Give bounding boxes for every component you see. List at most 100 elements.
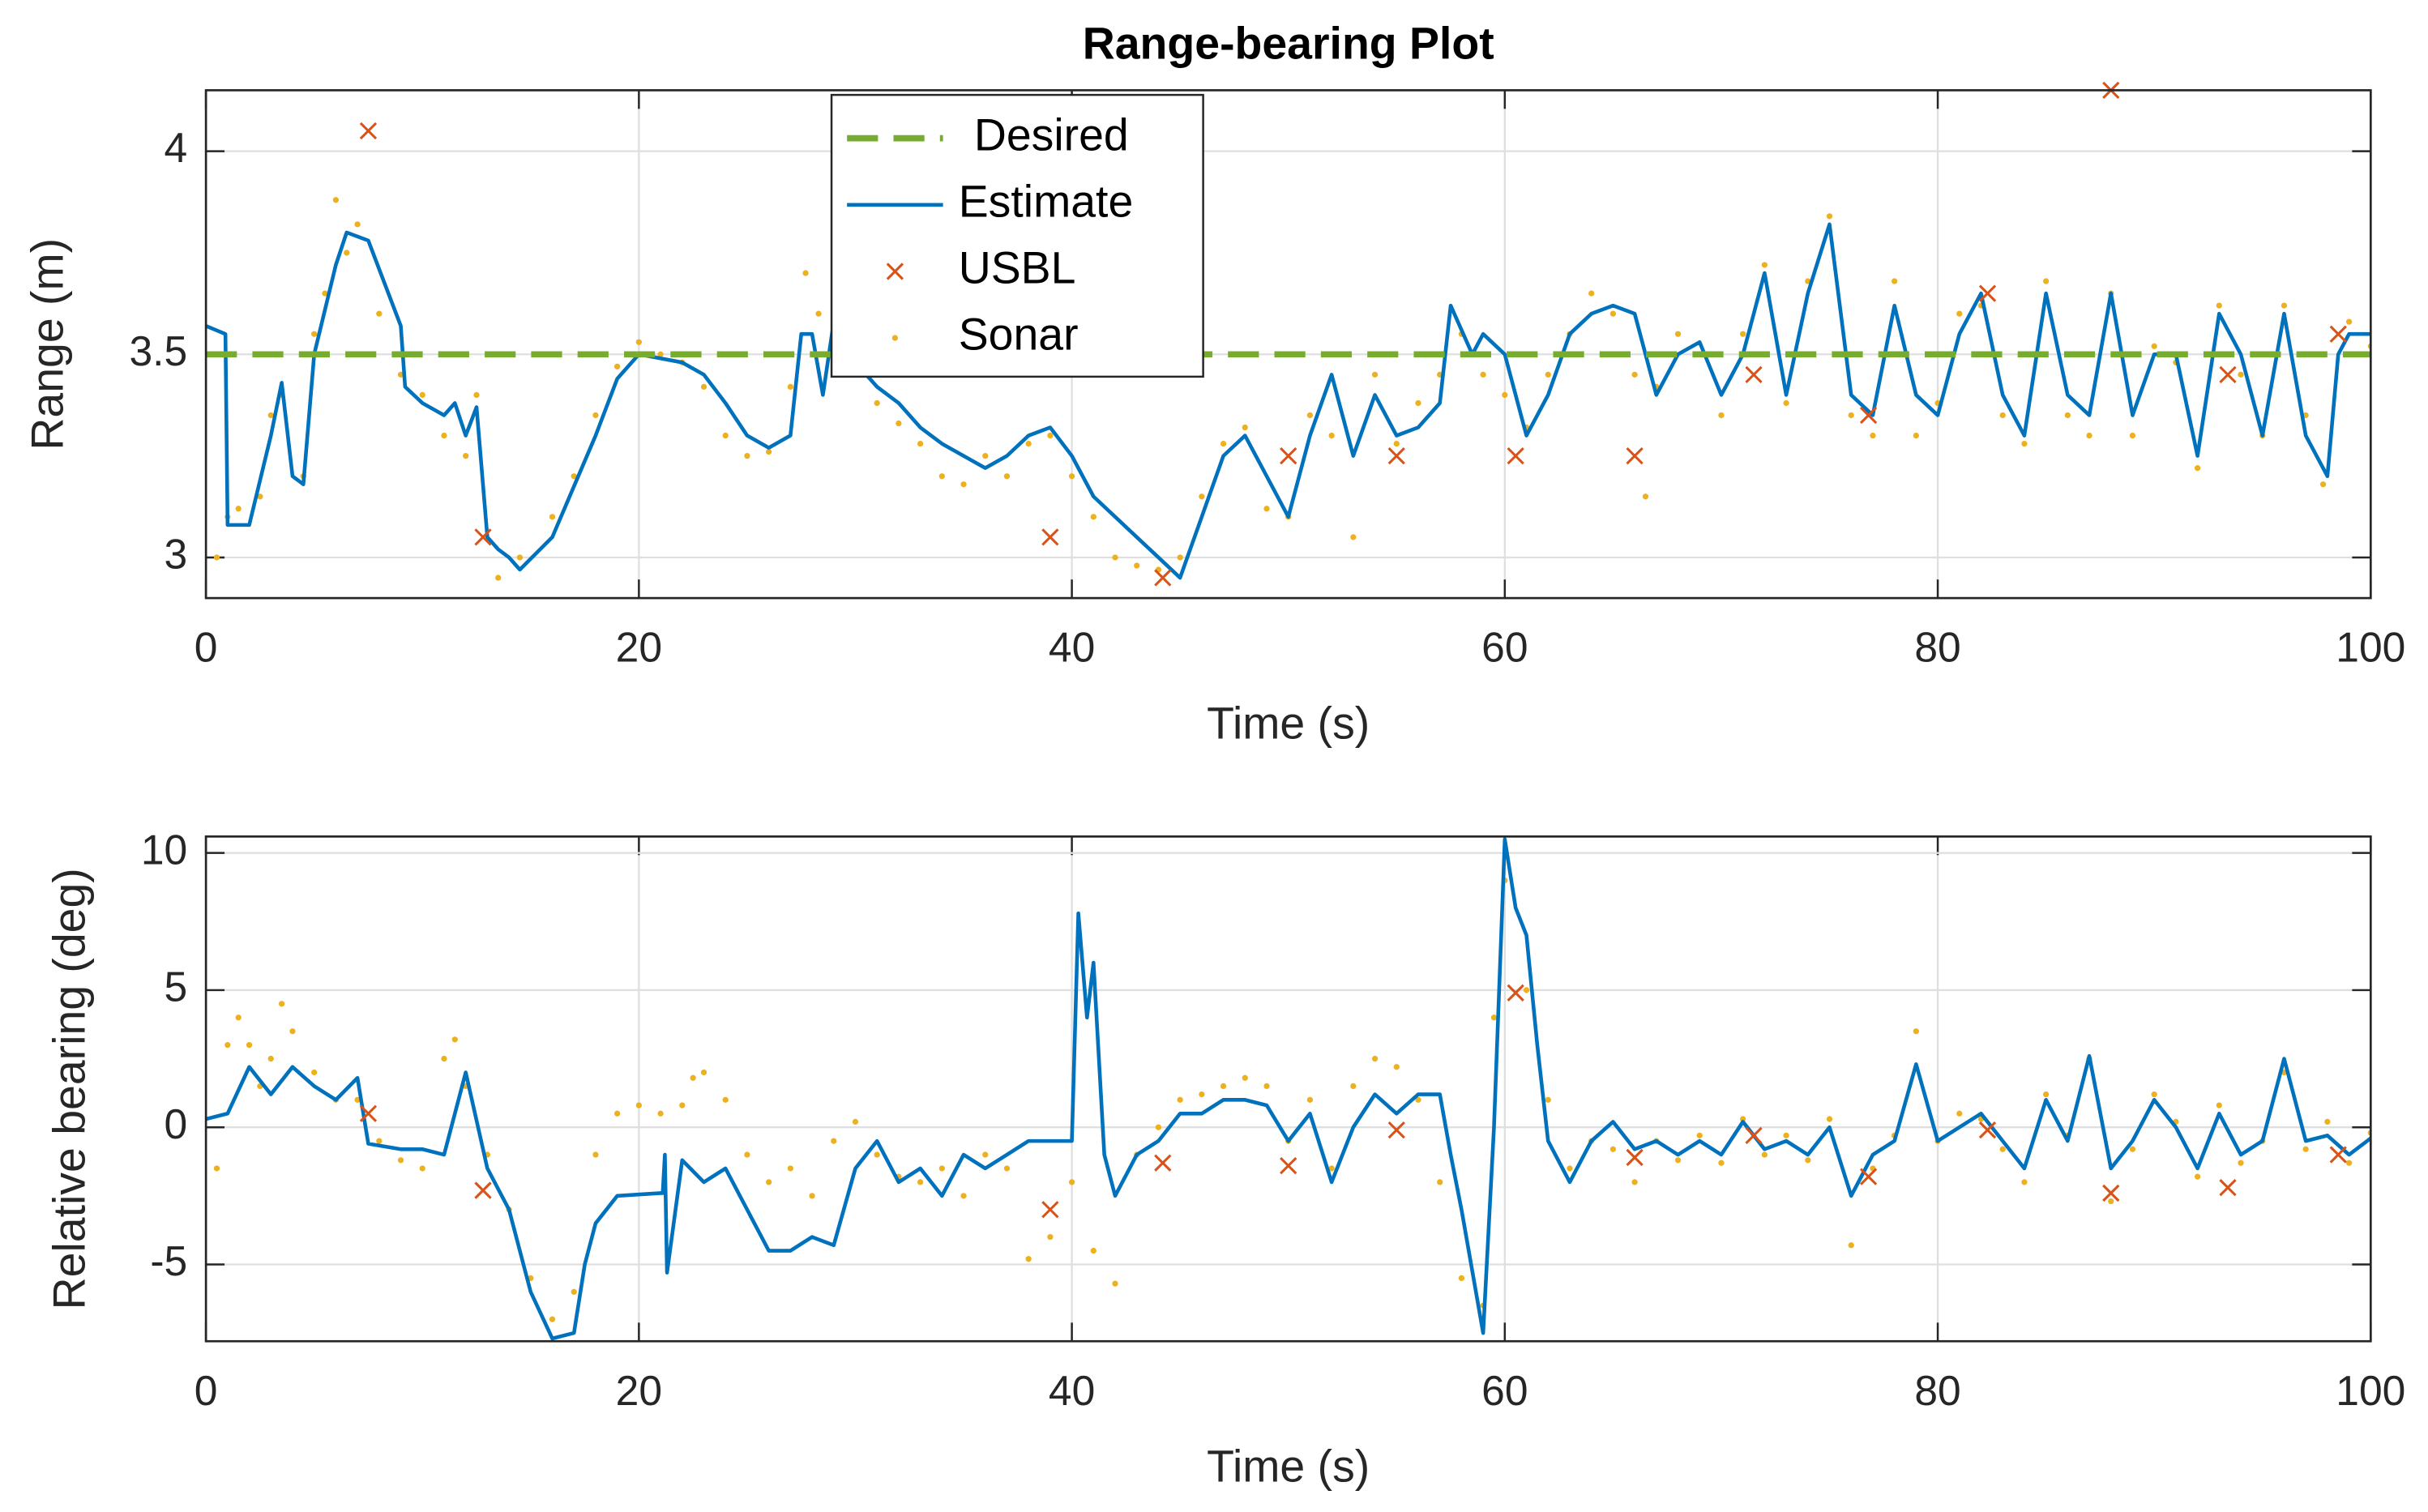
dot-marker	[1371, 371, 1379, 378]
dot-marker	[322, 290, 328, 297]
dot-marker	[614, 363, 621, 369]
dot-marker	[2151, 1091, 2157, 1098]
cross-marker	[1041, 1201, 1059, 1219]
legend-label: USBL	[959, 243, 1076, 293]
dot-marker	[1112, 554, 1118, 561]
dot-marker	[2281, 302, 2288, 309]
dot-marker	[516, 554, 524, 561]
dot-marker	[2129, 1146, 2136, 1152]
dot-marker	[571, 473, 577, 480]
dot-marker	[1999, 412, 2006, 419]
dot-marker	[224, 1042, 231, 1049]
dot-marker	[311, 1069, 318, 1076]
dot-marker	[213, 1165, 220, 1172]
dot-marker	[549, 514, 556, 520]
axes: 0 20 40 60 80 100 -5 0 5 10 Time (s) Relative beari…	[44, 826, 2405, 1491]
dot-marker	[2302, 1146, 2309, 1152]
dot-marker	[1718, 1160, 1725, 1166]
dot-marker	[1371, 1055, 1379, 1062]
dot-marker	[1090, 1247, 1096, 1254]
x-tick-label: 0	[194, 624, 218, 671]
y-tick-label: 0	[165, 1100, 188, 1147]
x-tick-label: 20	[616, 624, 662, 671]
dot-marker	[473, 391, 480, 399]
dot-marker	[1956, 1110, 1963, 1117]
cross-marker	[2102, 1184, 2120, 1202]
dot-marker	[1047, 432, 1054, 439]
y-axis-label: Relative bearing (deg)	[44, 868, 94, 1309]
dot-marker	[744, 452, 750, 459]
dot-marker	[2324, 1118, 2331, 1125]
dot-marker	[289, 1028, 296, 1035]
dot-marker	[938, 473, 945, 480]
dot-marker	[1609, 1146, 1617, 1152]
dot-marker	[549, 1316, 556, 1322]
dot-marker	[267, 412, 274, 419]
line	[206, 837, 2371, 1341]
dot-marker	[1350, 534, 1357, 540]
dot-marker	[896, 420, 902, 427]
dot-marker	[722, 432, 729, 439]
dot-marker	[1956, 310, 1963, 317]
x-axis-label: Time (s)	[1207, 698, 1370, 748]
legend-box	[830, 93, 1204, 378]
cross-marker	[1280, 1156, 1297, 1175]
dot-marker	[1047, 1233, 1054, 1241]
dot-marker	[1199, 1091, 1205, 1098]
dot-marker	[1393, 1064, 1400, 1070]
dot-marker	[1913, 1028, 1919, 1035]
dot-marker	[2129, 432, 2136, 439]
dot-marker	[917, 440, 924, 447]
dot-marker	[376, 310, 383, 317]
line	[206, 222, 2371, 580]
dot-marker	[1848, 1242, 1854, 1249]
dot-marker	[1826, 213, 1833, 220]
dot-marker	[1003, 1165, 1011, 1172]
x-tick-label: 100	[2336, 624, 2405, 671]
y-tick-label: 3	[165, 531, 188, 578]
dot-marker	[722, 1096, 729, 1103]
legend-label: Desired	[974, 109, 1129, 160]
cross-marker	[359, 1104, 378, 1122]
dot-marker	[441, 1055, 447, 1062]
dot-marker	[419, 391, 425, 399]
dot-marker	[1674, 1157, 1682, 1164]
cross-marker	[1154, 1154, 1172, 1172]
dot-marker	[1718, 412, 1725, 419]
dot-marker	[1631, 1179, 1638, 1185]
dot-marker	[2194, 465, 2201, 472]
cross-marker	[1387, 446, 1405, 465]
x-tick-label: 80	[1914, 624, 1960, 671]
cross-marker	[1978, 1121, 1997, 1139]
dot-marker	[960, 1193, 967, 1199]
dot-marker	[2194, 1173, 2201, 1180]
dot-marker	[1805, 1157, 1811, 1164]
dot-marker	[495, 574, 502, 581]
dot-marker	[2021, 1179, 2028, 1185]
dot-marker	[1588, 290, 1595, 297]
cross-marker	[2219, 365, 2237, 383]
dot-marker	[419, 1165, 425, 1172]
dot-marker	[852, 1118, 859, 1125]
dot-marker	[1437, 1179, 1443, 1185]
cross-marker	[359, 122, 378, 140]
dot-marker	[1134, 562, 1140, 569]
dot-marker	[657, 351, 664, 357]
dot-marker	[2021, 440, 2028, 447]
dot-marker	[571, 1288, 577, 1295]
dot-marker	[657, 1110, 664, 1117]
dot-marker	[311, 331, 318, 337]
dot-marker	[679, 1102, 686, 1108]
dot-marker	[1242, 424, 1248, 431]
x-tick-label: 60	[1481, 624, 1528, 671]
dot-marker	[332, 197, 340, 203]
dot-marker	[690, 1074, 696, 1081]
dot-marker	[1999, 1146, 2006, 1152]
dot-marker	[1328, 432, 1335, 439]
dot-marker	[592, 1151, 599, 1158]
dot-marker	[917, 1179, 924, 1185]
x-tick-label: 20	[616, 1367, 662, 1414]
cross-marker	[474, 528, 492, 546]
